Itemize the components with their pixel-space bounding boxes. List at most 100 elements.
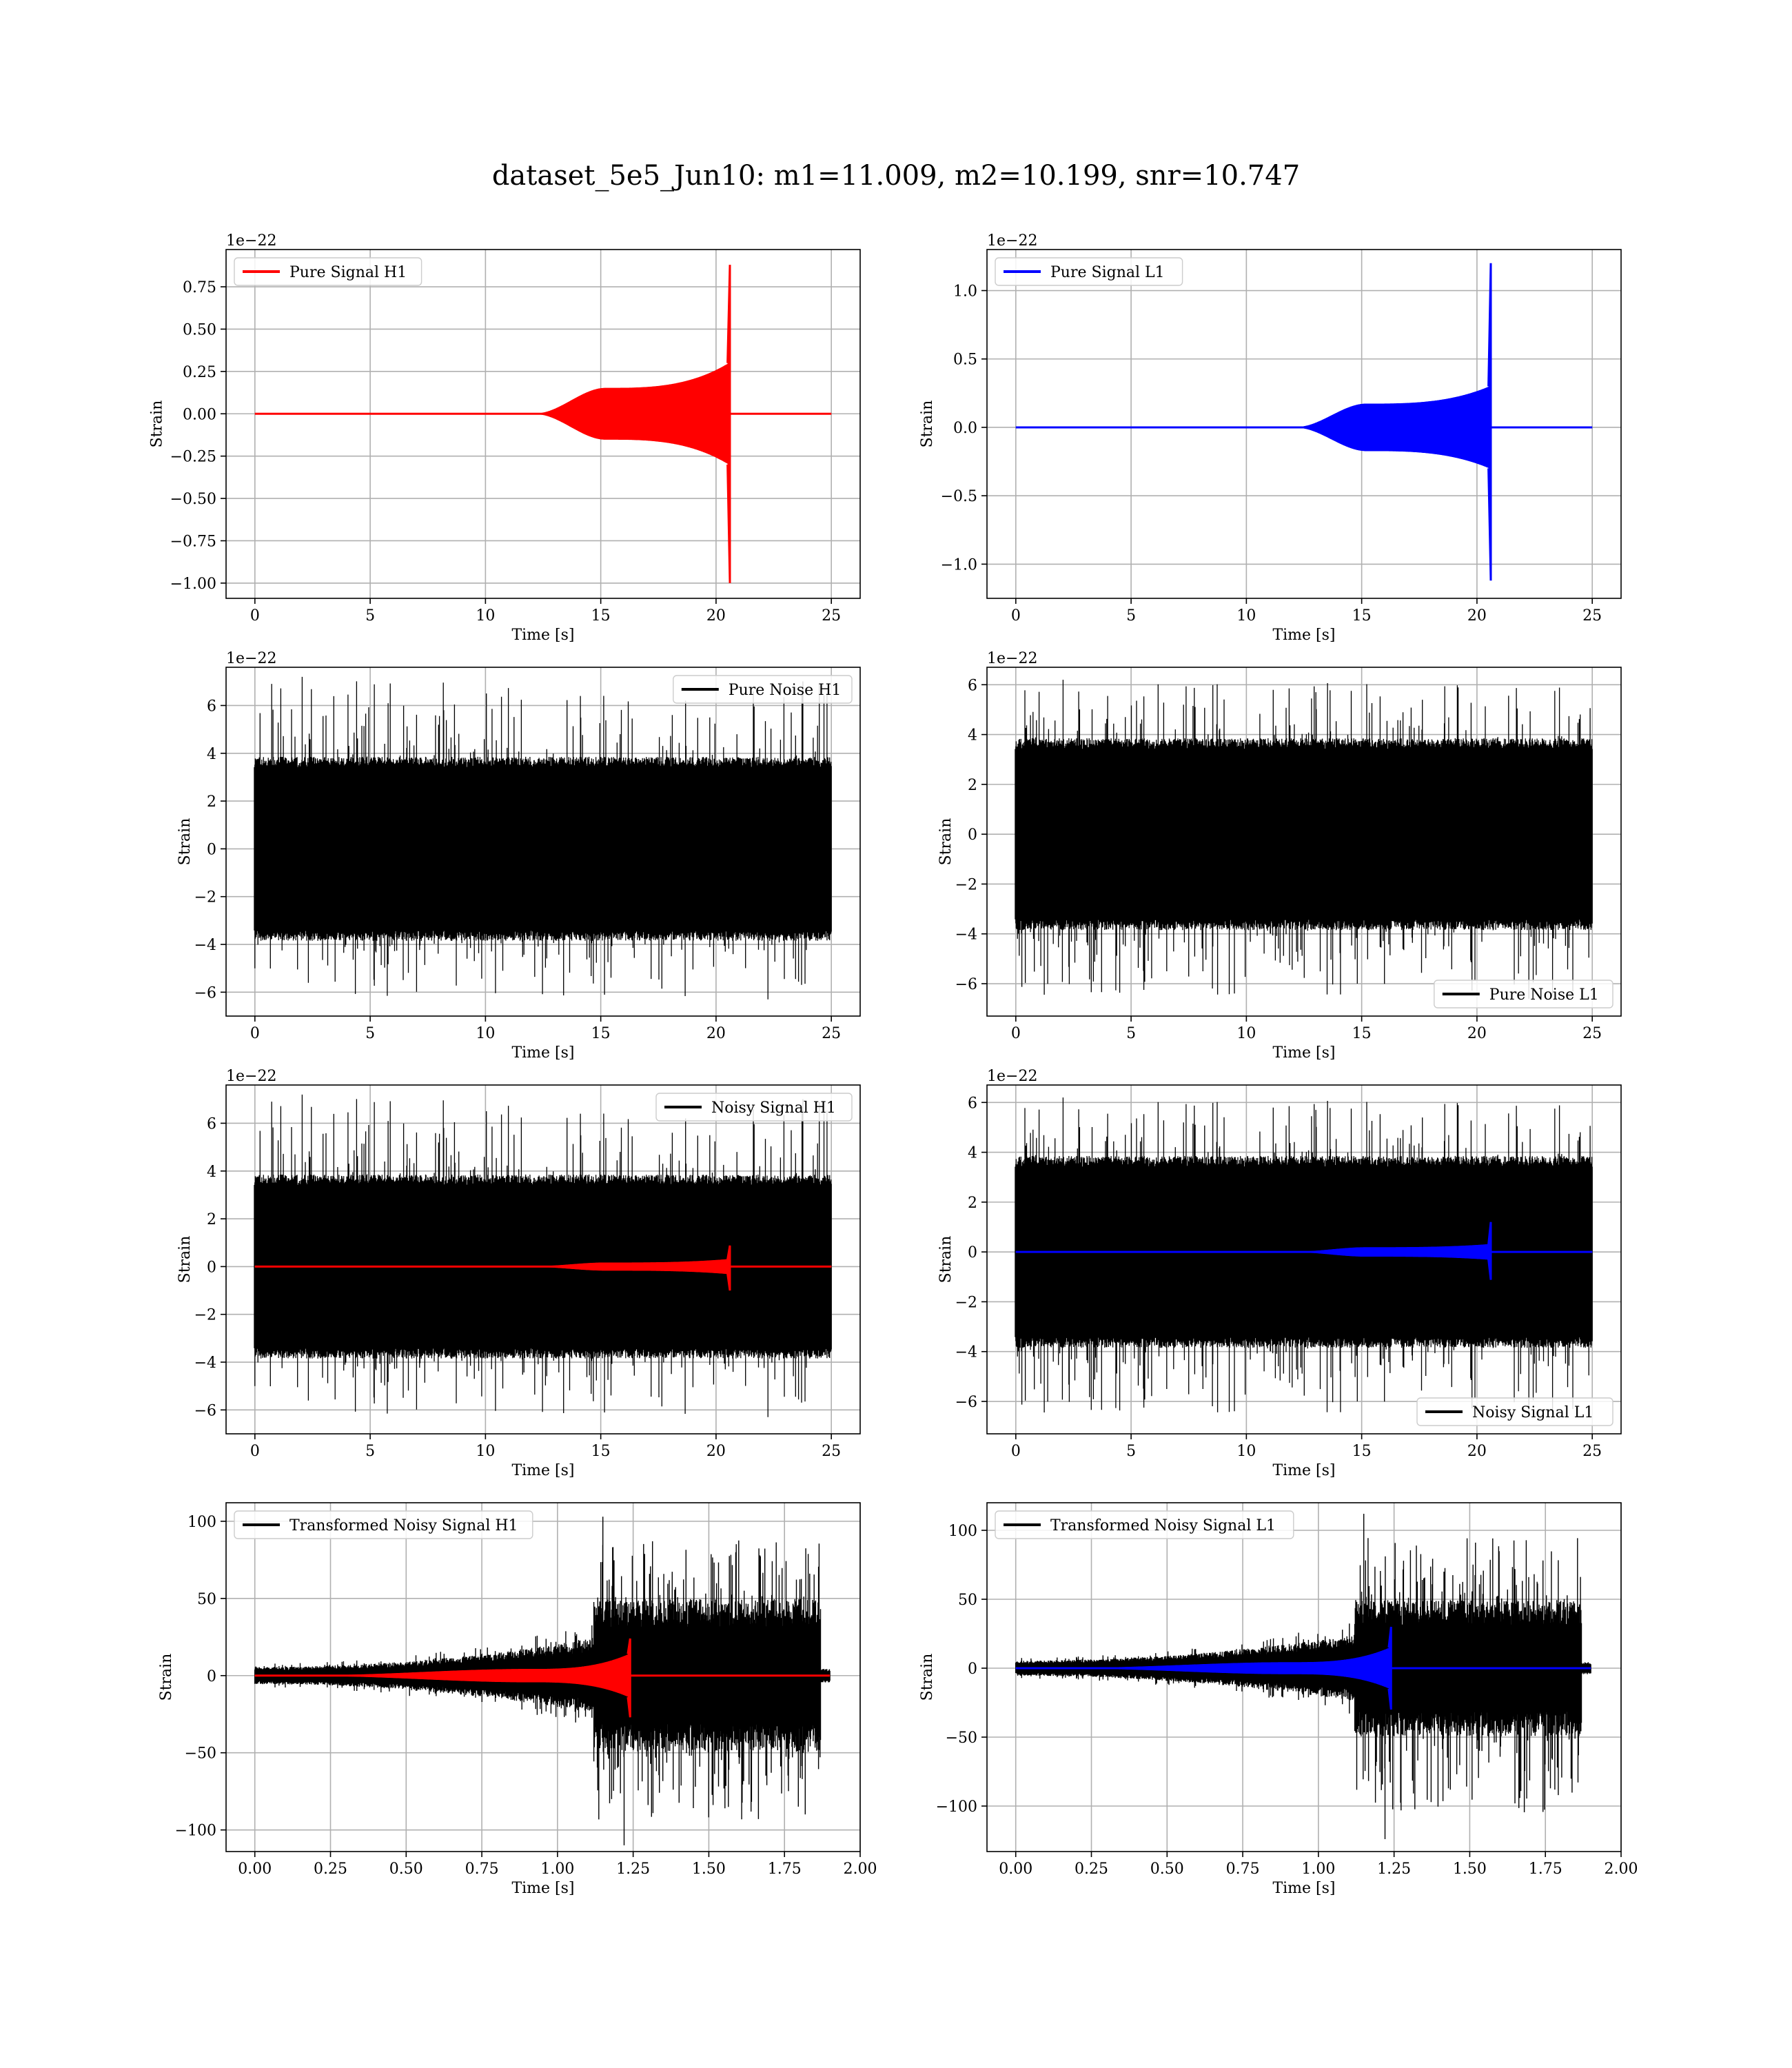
y-axis: −1.00 −0.75 −0.50 −0.25 0.00 0.25 0.50 0.75 Stra…: [149, 279, 226, 593]
x-tick-label: 0: [1011, 1025, 1021, 1042]
legend: Transformed Noisy Signal H1: [234, 1510, 533, 1539]
x-tick-label: 10: [1236, 1443, 1256, 1460]
x-tick-label: 5: [1126, 607, 1136, 625]
y-tick-label: −4: [194, 937, 216, 954]
x-tick-label: 0.75: [1226, 1861, 1260, 1878]
plot-area: [1015, 680, 1593, 999]
y-tick-label: 2: [968, 777, 977, 794]
y-tick-label: 50: [958, 1592, 977, 1609]
y-tick-label: −6: [194, 1402, 216, 1419]
y-tick-label: 2: [207, 793, 216, 811]
legend: Pure Signal L1: [995, 257, 1183, 286]
y-tick-label: 1.0: [953, 283, 977, 301]
y-tick-label: −1.0: [941, 556, 977, 574]
y-axis: −6 −4 −2 0 2 4 6 Strain: [937, 677, 987, 993]
plot-area: [254, 265, 832, 583]
x-tick-label: 5: [365, 1443, 375, 1460]
x-axis-label: Time [s]: [1272, 1880, 1335, 1897]
y-tick-label: −4: [194, 1355, 216, 1372]
x-tick-label: 0: [250, 1443, 260, 1460]
x-tick-label: 25: [822, 1443, 841, 1460]
legend: Transformed Noisy Signal L1: [995, 1510, 1294, 1539]
y-tick-label: 4: [968, 727, 977, 744]
legend: Noisy Signal H1: [655, 1093, 853, 1122]
y-tick-label: 0: [968, 1244, 977, 1261]
panel-transformed-noisy-signal-h1: 0.00 0.25 0.50 0.75 1.00 1.25 1.50 1.75 2.00 Time…: [158, 1502, 877, 1897]
y-tick-label: −0.25: [170, 449, 216, 466]
y-tick-label: 6: [968, 677, 977, 694]
x-tick-label: 20: [1467, 607, 1487, 625]
y-offset-label: 1e−22: [987, 232, 1037, 250]
signal-envelope: [254, 1259, 832, 1275]
x-axis: 0 5 10 15 20 25 Time [s]: [1011, 1016, 1602, 1062]
y-tick-label: −2: [194, 1307, 216, 1324]
legend-frame: [995, 1510, 1294, 1539]
legend-frame: [673, 675, 853, 704]
y-tick-label: 0: [207, 1259, 216, 1276]
legend-label: Pure Noise H1: [729, 682, 842, 699]
x-tick-label: 5: [365, 1025, 375, 1042]
merger-spike: [726, 265, 731, 583]
legend: Noisy Signal L1: [1416, 1397, 1613, 1426]
x-axis-label: Time [s]: [511, 1462, 574, 1479]
series-pure-signal-l1: [1015, 263, 1593, 581]
y-tick-label: −100: [175, 1823, 216, 1840]
x-axis: 0 5 10 15 20 25 Time [s]: [250, 1434, 841, 1479]
x-tick-label: 25: [1582, 1025, 1602, 1042]
y-tick-label: −2: [955, 1294, 977, 1311]
y-offset-label: 1e−22: [226, 650, 276, 667]
x-tick-label: 25: [1582, 607, 1602, 625]
panel-noisy-signal-l1: 0 5 10 15 20 25 Time [s] −6 −4 −2 0 2 4 6 Strain 1e−22 N…: [937, 1068, 1622, 1479]
x-axis: 0 5 10 15 20 25 Time [s]: [1011, 1434, 1602, 1479]
plot-area: [254, 676, 832, 1000]
x-tick-label: 0.00: [999, 1861, 1032, 1878]
x-tick-label: 15: [1352, 1025, 1372, 1042]
x-tick-label: 25: [1582, 1443, 1602, 1460]
legend-label: Noisy Signal H1: [711, 1099, 836, 1117]
x-tick-label: 0.25: [1075, 1861, 1108, 1878]
legend-label: Noisy Signal L1: [1472, 1404, 1594, 1421]
y-tick-label: 4: [207, 746, 216, 763]
y-tick-label: 2: [968, 1195, 977, 1212]
signal-envelope: [1015, 1647, 1591, 1690]
x-tick-label: 1.50: [1453, 1861, 1487, 1878]
x-tick-label: 20: [1467, 1443, 1487, 1460]
y-tick-label: 0.50: [183, 321, 216, 338]
axes-frame: [986, 667, 1622, 1017]
y-tick-label: 4: [207, 1164, 216, 1181]
y-tick-label: −0.75: [170, 533, 216, 550]
x-axis-label: Time [s]: [511, 627, 574, 644]
axes-frame: [225, 1502, 861, 1852]
y-tick-label: 0: [968, 827, 977, 844]
y-axis-label: Strain: [149, 401, 166, 448]
y-tick-label: −6: [955, 976, 977, 993]
x-tick-label: 10: [476, 607, 495, 625]
legend: Pure Noise L1: [1434, 980, 1613, 1008]
y-offset-label: 1e−22: [226, 1068, 276, 1085]
x-tick-label: 2.00: [1605, 1861, 1638, 1878]
merger-spike: [1387, 1626, 1392, 1710]
x-axis: 0.00 0.25 0.50 0.75 1.00 1.25 1.50 1.75 2.00 Time…: [999, 1852, 1638, 1897]
x-axis: 0.00 0.25 0.50 0.75 1.00 1.25 1.50 1.75 2.00 Time…: [238, 1852, 877, 1897]
series-overlay-1: [254, 1638, 831, 1718]
x-tick-label: 25: [822, 607, 841, 625]
x-axis-label: Time [s]: [511, 1044, 574, 1062]
y-tick-label: −6: [194, 984, 216, 1002]
series-overlay-1: [254, 1245, 832, 1291]
x-tick-label: 5: [1126, 1443, 1136, 1460]
x-axis-label: Time [s]: [511, 1880, 574, 1897]
y-axis-label: Strain: [158, 1654, 175, 1701]
x-tick-label: 0.00: [238, 1861, 272, 1878]
plot-area: [254, 1094, 832, 1417]
y-tick-label: −1.00: [170, 576, 216, 593]
y-tick-label: 4: [968, 1145, 977, 1162]
x-tick-label: 0.25: [314, 1861, 347, 1878]
y-tick-label: 6: [968, 1095, 977, 1112]
x-tick-label: 1.25: [616, 1861, 650, 1878]
x-tick-label: 20: [706, 607, 726, 625]
figure-title: dataset_5e5_Jun10: m1=11.009, m2=10.199,…: [492, 160, 1300, 192]
x-tick-label: 1.25: [1377, 1861, 1411, 1878]
series-pure-noise-h1: [254, 676, 832, 1000]
panel-pure-noise-l1: 0 5 10 15 20 25 Time [s] −6 −4 −2 0 2 4 6 Strain 1e−22 P…: [937, 650, 1622, 1062]
axes-frame: [225, 249, 861, 599]
